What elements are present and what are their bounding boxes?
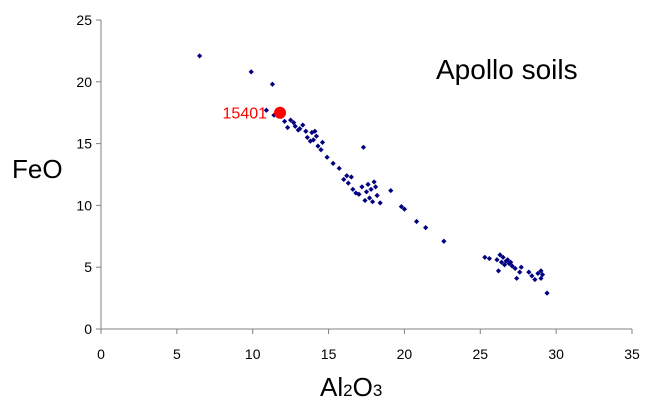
data-point [365, 181, 371, 187]
data-point [269, 81, 276, 87]
data-point [324, 154, 330, 160]
data-point [318, 147, 324, 153]
chart-title: Apollo soils [436, 54, 578, 85]
data-point [366, 195, 373, 201]
x-tick-label: 0 [97, 346, 105, 362]
data-points [197, 53, 550, 296]
x-axis-ticks: 0 5 10 15 20 25 30 35 [97, 329, 640, 362]
highlight-label: 15401 [223, 106, 268, 123]
y-axis-ticks: 0 5 10 15 20 25 [76, 12, 101, 337]
data-point [291, 119, 297, 126]
y-tick-label: 5 [84, 259, 92, 275]
plot-area [100, 20, 632, 330]
data-point [303, 128, 309, 134]
data-point [514, 275, 520, 281]
x-axis-title-subscript: 3 [373, 381, 382, 400]
x-tick-label: 10 [245, 346, 261, 362]
data-point [348, 174, 354, 180]
highlight-point [274, 106, 287, 119]
x-tick-label: 25 [472, 346, 488, 362]
y-axis-title: FeO [12, 154, 63, 184]
data-point [344, 173, 350, 179]
data-point [336, 165, 342, 171]
data-point [413, 218, 420, 225]
data-point [482, 254, 488, 260]
x-tick-label: 5 [173, 346, 181, 362]
data-point [315, 143, 321, 149]
x-tick-label: 15 [321, 346, 337, 362]
data-point [500, 254, 506, 260]
y-tick-label: 15 [76, 136, 92, 152]
x-axis-title-subscript: 2 [343, 381, 352, 400]
y-tick-label: 0 [84, 321, 92, 337]
x-axis-title: Al2O3 [320, 372, 382, 402]
data-point [263, 107, 269, 113]
data-point [423, 225, 429, 231]
data-point [501, 262, 508, 268]
x-axis-title-part: O [353, 372, 373, 402]
data-point [441, 238, 447, 244]
x-tick-label: 20 [397, 346, 413, 362]
data-point [504, 257, 511, 263]
data-point [310, 137, 316, 143]
data-point [356, 191, 362, 197]
x-tick-label: 35 [624, 346, 640, 362]
data-point [304, 134, 310, 141]
data-point [495, 268, 502, 274]
data-point [319, 139, 326, 145]
y-tick-label: 20 [76, 74, 92, 90]
data-point [197, 53, 203, 59]
data-point [377, 200, 383, 206]
data-point [544, 290, 550, 296]
data-point [373, 184, 379, 190]
data-point [512, 265, 518, 272]
data-point [363, 189, 370, 195]
data-point [529, 273, 535, 279]
highlight-group: 15401 [223, 106, 287, 123]
data-point [497, 252, 503, 258]
x-tick-label: 30 [548, 346, 564, 362]
data-point [535, 270, 541, 276]
data-point [330, 160, 336, 166]
data-point [371, 179, 377, 185]
data-point [313, 133, 320, 139]
data-point [369, 199, 376, 205]
data-point [341, 176, 347, 183]
data-point [486, 255, 492, 262]
data-point [248, 69, 254, 75]
data-point [532, 276, 538, 283]
data-point [360, 144, 367, 150]
data-point [362, 197, 368, 204]
data-point [359, 184, 365, 190]
data-point [388, 187, 394, 194]
data-point [517, 269, 523, 275]
data-point [518, 264, 524, 270]
data-point [285, 124, 291, 131]
data-point [312, 128, 318, 134]
data-point [538, 268, 544, 274]
data-point [494, 257, 500, 263]
data-point [538, 275, 544, 281]
data-point [508, 259, 514, 265]
data-point [526, 269, 532, 275]
data-point [398, 204, 404, 210]
x-axis-title-part: Al [320, 372, 343, 402]
data-point [288, 117, 294, 123]
data-point [292, 123, 298, 129]
data-point [539, 272, 546, 278]
y-tick-label: 10 [76, 197, 92, 213]
data-point [281, 118, 288, 124]
data-point [509, 263, 515, 269]
data-point [374, 192, 380, 199]
data-point [498, 259, 505, 265]
data-point [345, 180, 351, 186]
data-point [297, 126, 303, 132]
data-point [368, 186, 374, 192]
data-point [300, 122, 306, 128]
y-tick-label: 25 [76, 12, 92, 28]
data-point [350, 186, 356, 192]
data-point [401, 206, 408, 212]
data-point [309, 129, 315, 136]
